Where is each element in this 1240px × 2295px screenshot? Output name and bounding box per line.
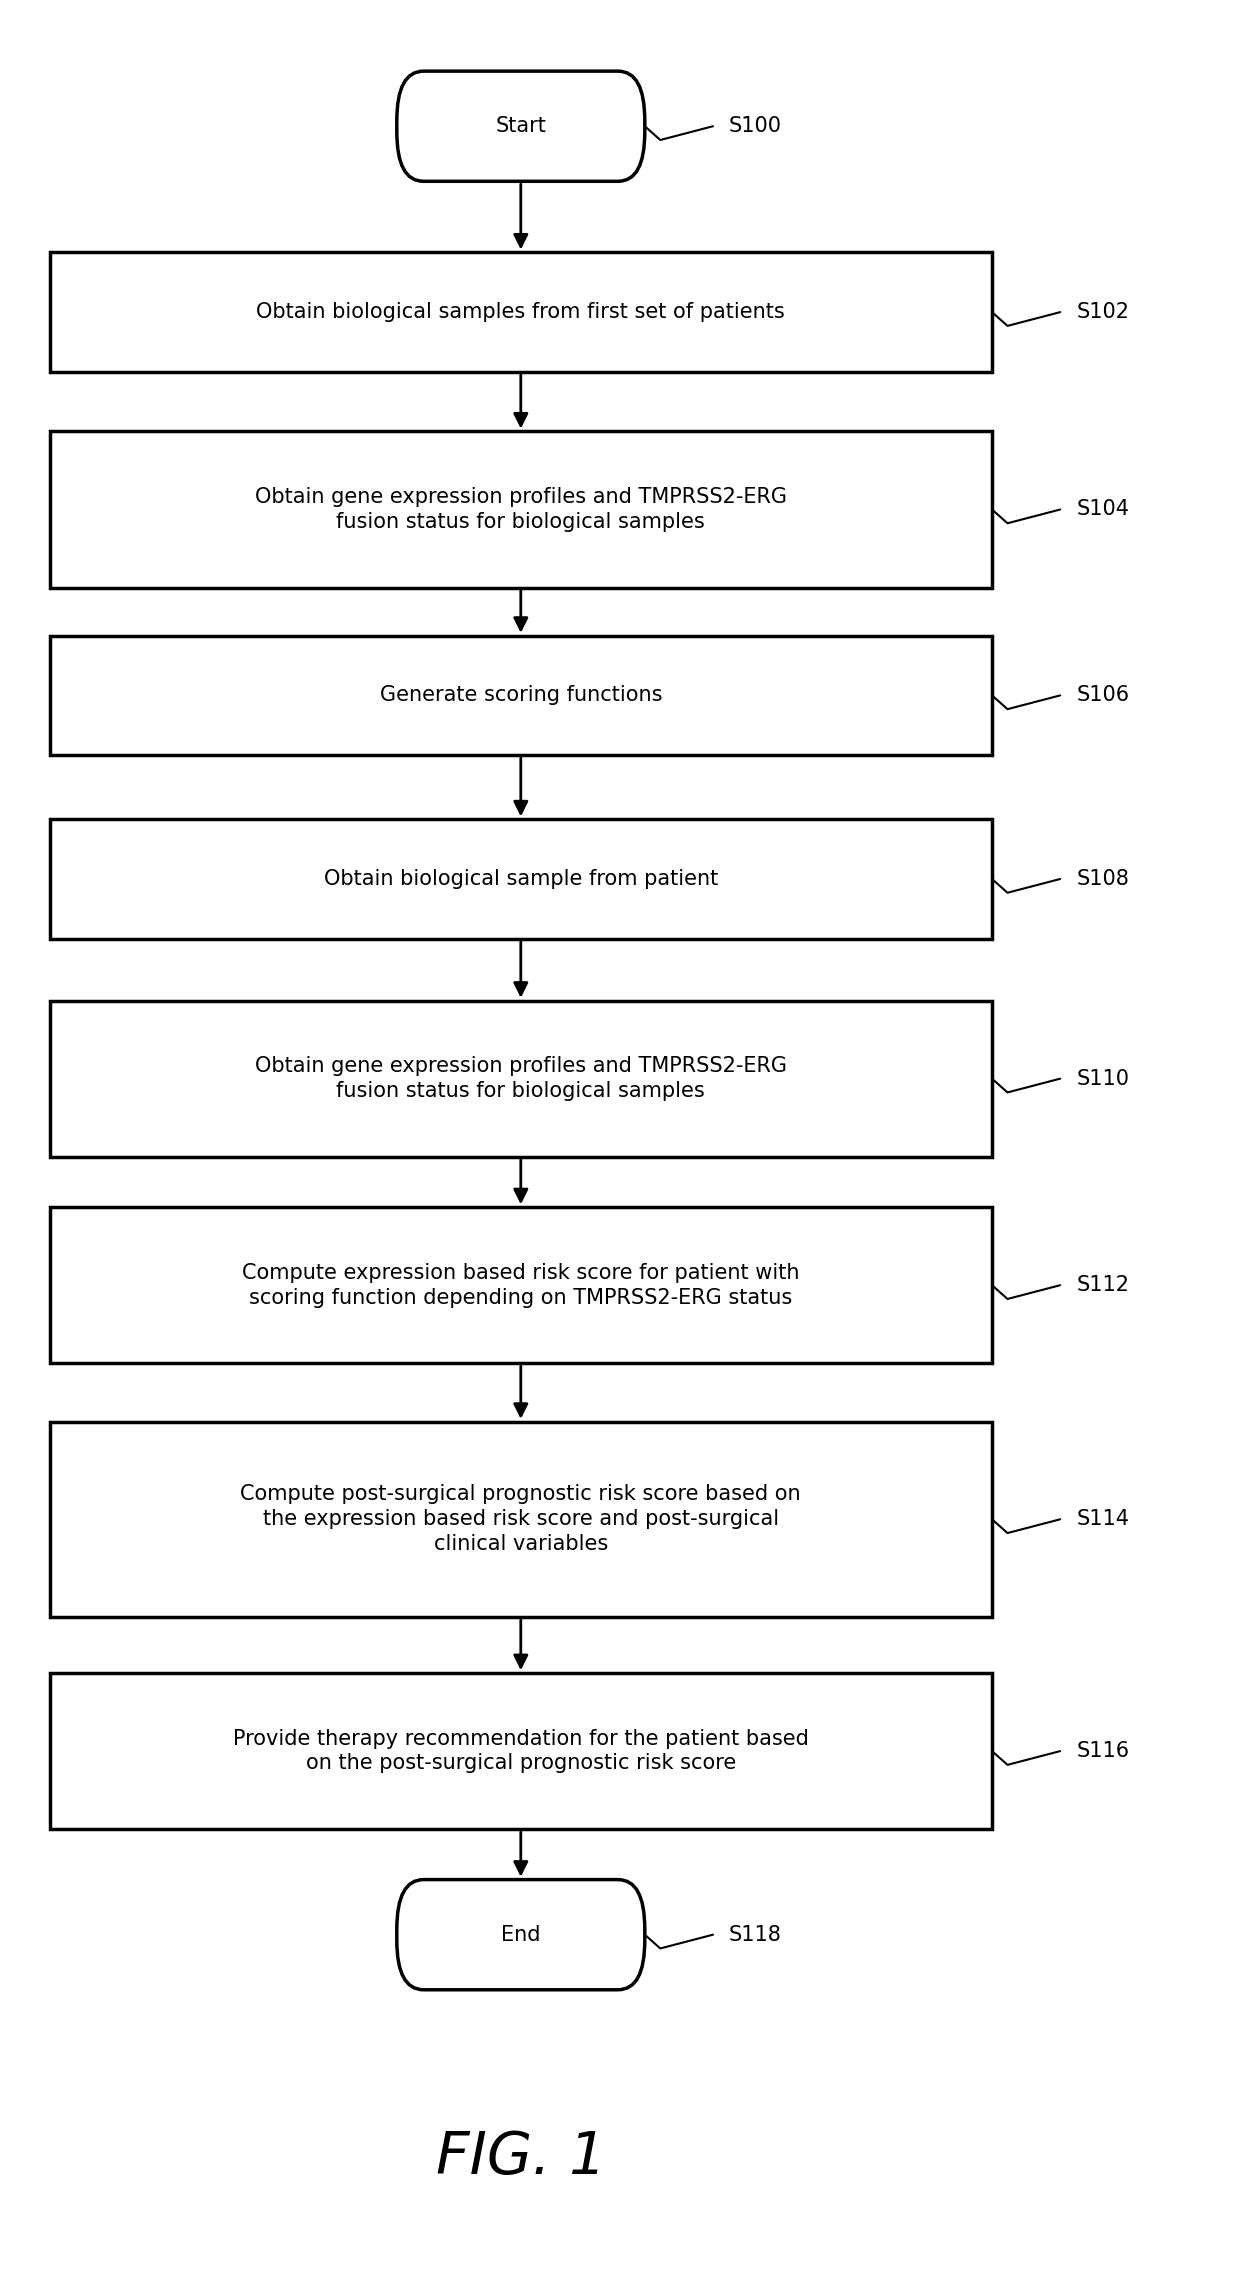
Bar <box>50 1673 992 1829</box>
Text: S116: S116 <box>1076 1742 1130 1760</box>
Text: Compute post-surgical prognostic risk score based on
the expression based risk s: Compute post-surgical prognostic risk sc… <box>241 1485 801 1554</box>
Text: S112: S112 <box>1076 1276 1130 1294</box>
Bar <box>50 636 992 755</box>
Text: Obtain gene expression profiles and TMPRSS2-ERG
fusion status for biological sam: Obtain gene expression profiles and TMPR… <box>254 487 787 532</box>
Text: Obtain biological samples from first set of patients: Obtain biological samples from first set… <box>257 303 785 321</box>
Text: End: End <box>501 1926 541 1944</box>
FancyBboxPatch shape <box>397 71 645 181</box>
Bar <box>50 431 992 588</box>
Text: S108: S108 <box>1076 870 1130 888</box>
Bar <box>50 819 992 939</box>
Text: S106: S106 <box>1076 686 1130 705</box>
FancyBboxPatch shape <box>397 1880 645 1990</box>
Text: S118: S118 <box>729 1926 782 1944</box>
Text: S110: S110 <box>1076 1069 1130 1088</box>
Text: S114: S114 <box>1076 1510 1130 1528</box>
Bar <box>50 1421 992 1616</box>
Bar <box>50 1207 992 1363</box>
Text: S102: S102 <box>1076 303 1130 321</box>
Bar <box>50 1001 992 1157</box>
Text: S100: S100 <box>729 117 782 135</box>
Bar <box>50 252 992 372</box>
Text: Obtain biological sample from patient: Obtain biological sample from patient <box>324 870 718 888</box>
Text: S104: S104 <box>1076 500 1130 519</box>
Text: Generate scoring functions: Generate scoring functions <box>379 686 662 705</box>
Text: Compute expression based risk score for patient with
scoring function depending : Compute expression based risk score for … <box>242 1262 800 1308</box>
Text: Start: Start <box>495 117 547 135</box>
Text: FIG. 1: FIG. 1 <box>435 2130 606 2185</box>
Text: Provide therapy recommendation for the patient based
on the post-surgical progno: Provide therapy recommendation for the p… <box>233 1728 808 1774</box>
Text: Obtain gene expression profiles and TMPRSS2-ERG
fusion status for biological sam: Obtain gene expression profiles and TMPR… <box>254 1056 787 1102</box>
